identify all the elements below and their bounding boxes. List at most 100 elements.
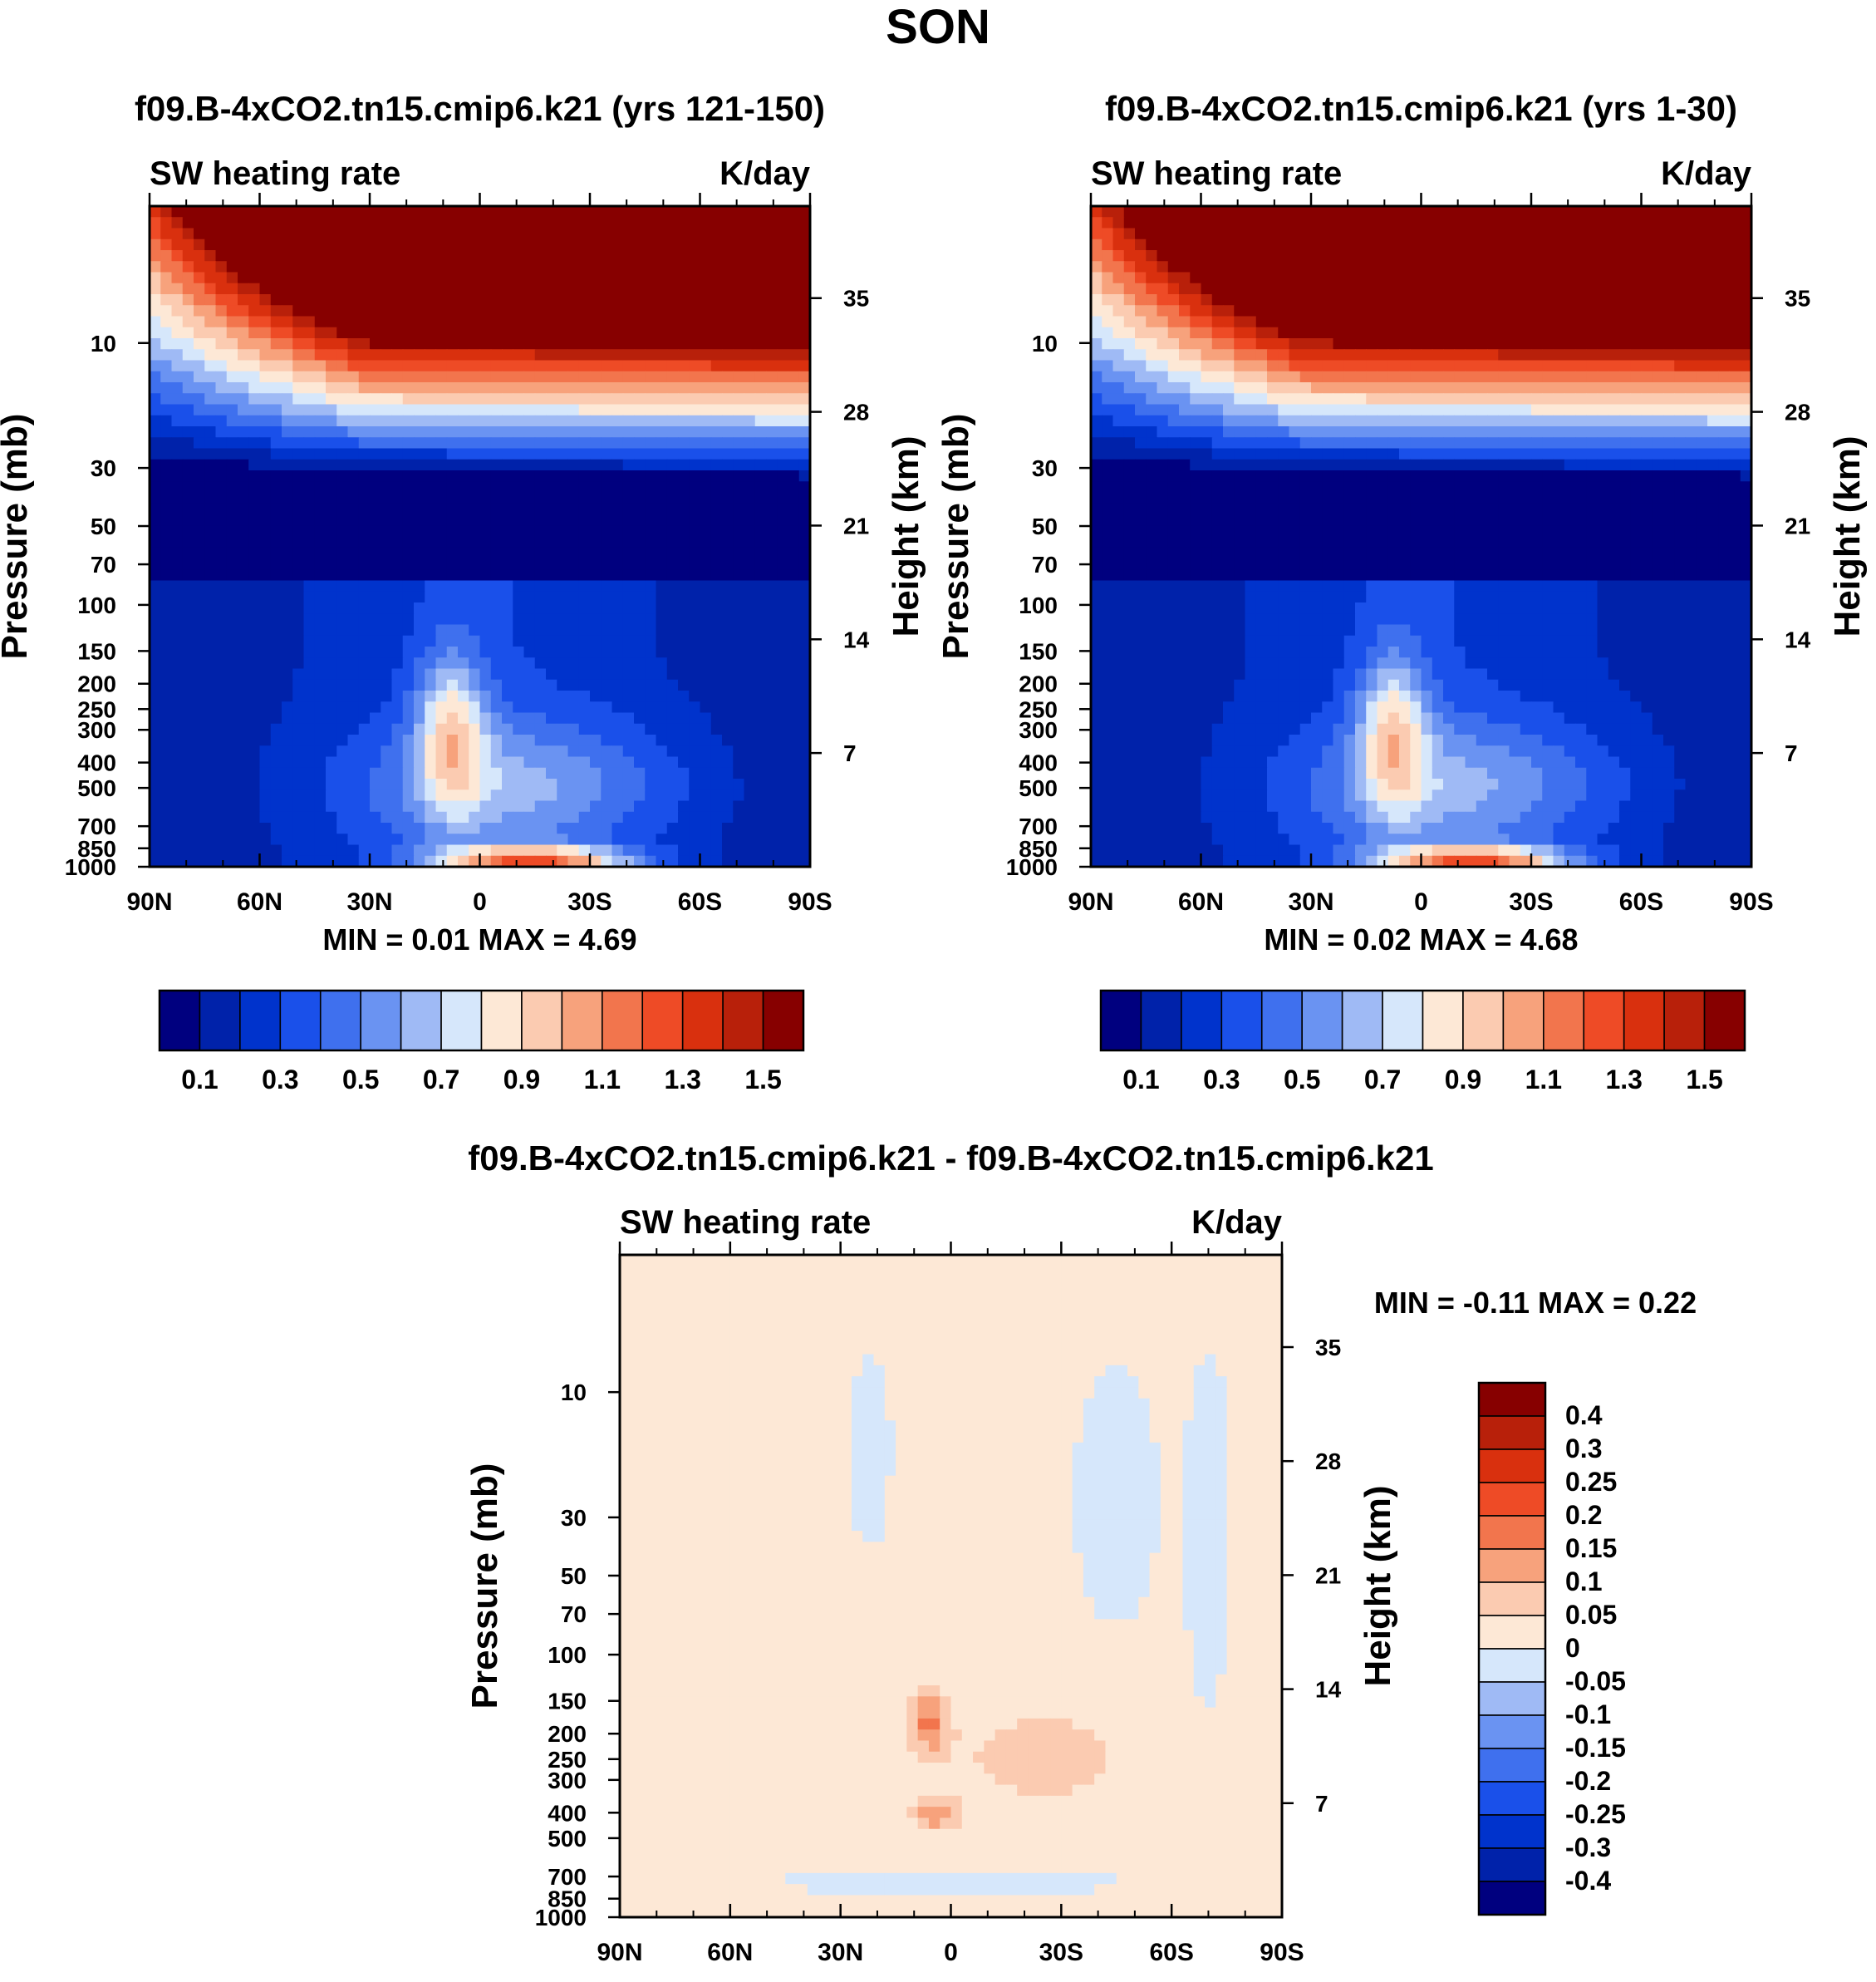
field-cell [414,239,425,251]
field-cell [513,426,525,438]
field-cell [656,250,668,262]
field-cell [590,779,602,790]
field-cell [370,558,381,570]
field-cell [425,206,437,218]
field-cell [402,481,415,494]
field-cell [381,712,393,725]
field-cell [336,514,349,526]
field-cell [1652,261,1664,273]
field-cell [381,745,393,758]
field-cell [160,789,173,802]
field-cell [678,327,690,339]
field-cell [490,844,503,857]
field-cell [513,393,525,406]
field-cell [182,613,194,626]
field-cell [479,823,492,834]
field-cell [226,855,238,867]
field-cell [1630,393,1643,406]
field-cell [182,800,194,813]
field-cell [1630,371,1643,383]
field-cell [666,437,679,450]
field-cell [326,580,337,593]
field-cell [215,316,228,328]
field-cell [194,459,205,471]
field-cell [656,261,668,273]
field-cell [282,327,293,339]
field-cell [402,779,415,790]
field-cell [490,855,503,867]
panel-2: f09.B-4xCO2.tn15.cmip6.k21 (yrs 1-30)SW … [936,89,1868,1094]
field-cell [722,834,734,846]
field-cell [754,723,767,735]
field-cell [303,503,316,515]
field-cell [226,756,238,769]
field-cell [270,371,282,383]
field-cell [1454,382,1466,394]
field-cell [744,525,756,538]
field-cell [534,503,547,515]
field-cell [303,823,316,834]
field-cell [1718,316,1731,328]
field-cell [1135,393,1147,406]
field-cell [171,834,184,846]
field-cell [414,823,425,834]
field-cell [1531,206,1543,218]
field-cell [622,294,635,306]
field-cell [754,437,767,450]
field-cell [358,811,371,824]
field-cell [479,294,492,306]
field-cell [1432,371,1444,383]
field-cell [523,834,536,846]
field-cell [336,349,349,361]
field-cell [381,569,393,582]
field-cell [1454,294,1466,306]
field-cell [733,327,745,339]
field-cell [194,811,205,824]
field-cell [601,569,613,582]
field-cell [1278,250,1290,262]
field-cell [1267,316,1279,328]
field-cell [1443,393,1455,406]
field-cell [171,647,184,658]
field-cell [370,382,381,394]
field-cell [546,844,557,857]
field-cell [1509,415,1521,427]
field-cell [1157,327,1169,339]
field-cell [479,580,492,593]
field-cell [292,811,305,824]
field-cell [502,492,513,504]
field-cell [469,382,481,394]
field-cell [370,261,381,273]
field-cell [336,635,349,647]
field-cell [402,613,415,626]
field-cell [435,701,448,714]
field-cell [402,691,415,702]
field-cell [490,624,503,637]
field-cell [238,547,249,559]
field-cell [1696,327,1708,339]
field-cell [402,448,415,460]
field-cell [1377,261,1389,273]
field-cell [1432,393,1444,406]
field-cell [689,349,701,361]
field-cell [645,723,657,735]
field-cell [788,294,800,306]
field-cell [1322,239,1334,251]
field-cell [601,470,613,482]
colorbar-box [199,990,241,1051]
field-cell [402,745,415,758]
field-cell [611,217,624,229]
field-cell [777,679,789,691]
field-cell [381,844,393,857]
field-cell [601,779,613,790]
field-cell [666,657,679,670]
field-cell [766,668,778,681]
field-cell [733,228,745,240]
field-cell [1278,305,1290,317]
field-cell [733,371,745,383]
field-cell [1289,404,1301,416]
field-cell [567,514,580,526]
field-cell [458,745,469,758]
field-cell [710,745,723,758]
field-cell [292,745,305,758]
